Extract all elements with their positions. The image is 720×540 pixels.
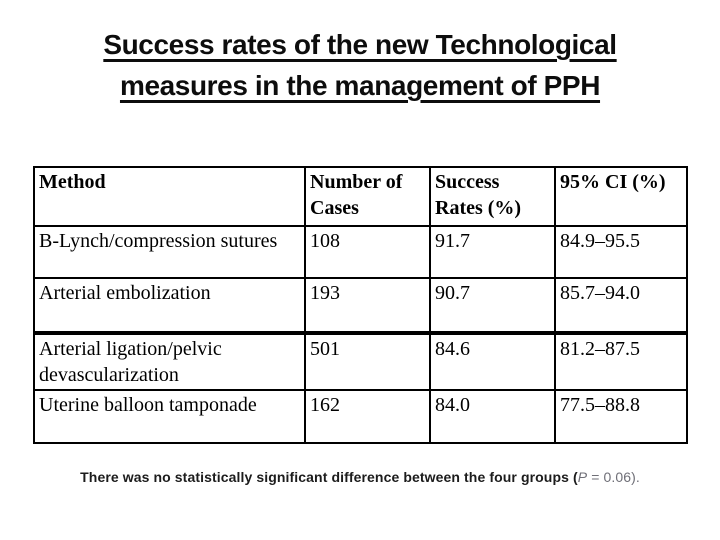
- slide-title-line1: Success rates of the new Technological: [103, 29, 617, 60]
- footnote: There was no statistically significant d…: [20, 469, 700, 485]
- cell-cases: 501: [304, 333, 431, 391]
- cell-method: Arterial embolization: [33, 277, 306, 333]
- results-table-lower: Arterial ligation/pelvic devascularizati…: [33, 333, 688, 444]
- footnote-p-symbol: P: [577, 469, 588, 485]
- footnote-p-value: = 0.06).: [587, 469, 640, 485]
- cell-method: Uterine balloon tamponade: [33, 389, 306, 444]
- cell-ci: 85.7–94.0: [554, 277, 688, 333]
- cell-ci: 81.2–87.5: [554, 333, 688, 391]
- cell-cases: 162: [304, 389, 431, 444]
- header-ci: 95% CI (%): [554, 166, 688, 227]
- results-table-upper: Method Number of Cases Success Rates (%)…: [33, 166, 688, 333]
- cell-success: 84.6: [429, 333, 556, 391]
- cell-ci: 77.5–88.8: [554, 389, 688, 444]
- header-number-cases: Number of Cases: [304, 166, 431, 227]
- cell-method: B-Lynch/compression sutures: [33, 225, 306, 279]
- cell-cases: 193: [304, 277, 431, 333]
- slide-title-line2: measures in the management of PPH: [119, 70, 601, 101]
- cell-method: Arterial ligation/pelvic devascularizati…: [33, 333, 306, 391]
- cell-success: 90.7: [429, 277, 556, 333]
- table-row: B-Lynch/compression sutures 108 91.7 84.…: [33, 225, 688, 279]
- table-row: Uterine balloon tamponade 162 84.0 77.5–…: [33, 389, 688, 444]
- table-header-row: Method Number of Cases Success Rates (%)…: [33, 166, 688, 227]
- header-method: Method: [33, 166, 306, 227]
- cell-cases: 108: [304, 225, 431, 279]
- table-row: Arterial embolization 193 90.7 85.7–94.0: [33, 277, 688, 333]
- header-success-rates: Success Rates (%): [429, 166, 556, 227]
- cell-ci: 84.9–95.5: [554, 225, 688, 279]
- table-row: Arterial ligation/pelvic devascularizati…: [33, 333, 688, 391]
- cell-success: 91.7: [429, 225, 556, 279]
- cell-success: 84.0: [429, 389, 556, 444]
- slide-title: Success rates of the new Technological m…: [0, 24, 720, 106]
- footnote-text: There was no statistically significant d…: [80, 469, 578, 485]
